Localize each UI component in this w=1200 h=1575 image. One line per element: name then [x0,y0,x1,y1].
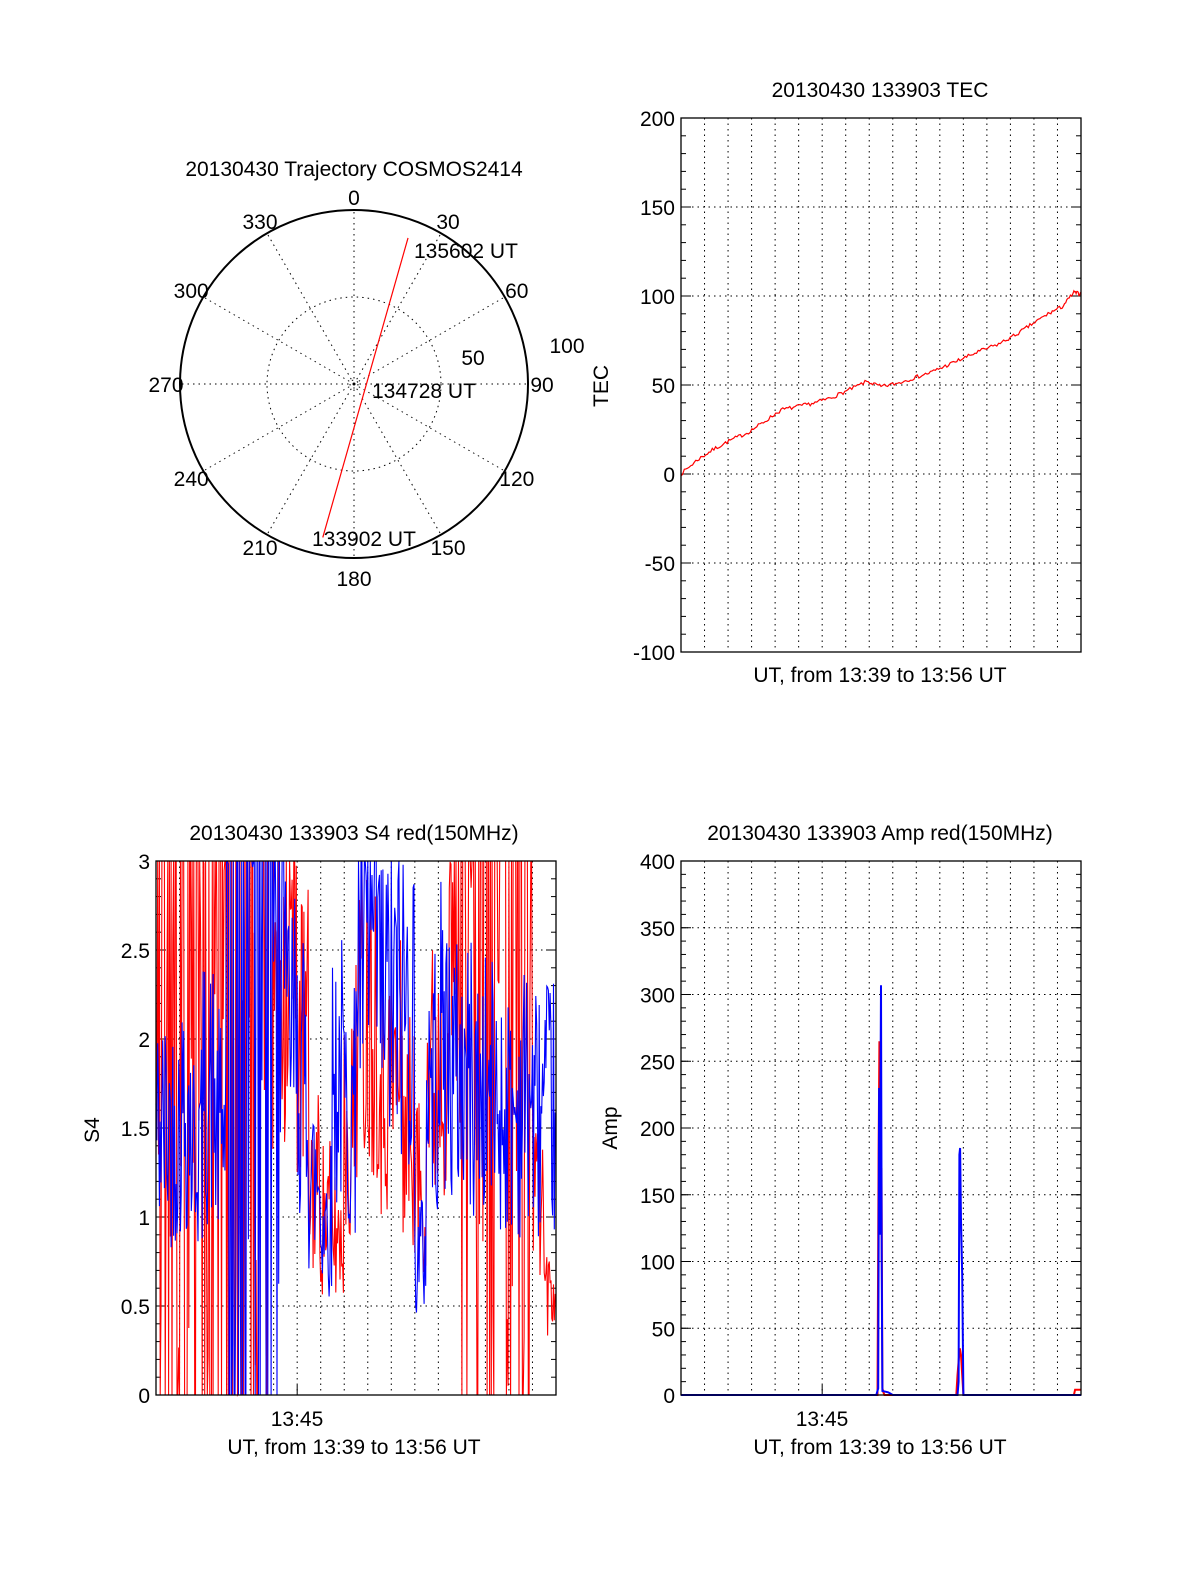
y-tick-label: 2.5 [121,940,150,963]
azimuth-label-210: 210 [242,537,277,560]
y-tick-label: 100 [640,1252,675,1275]
y-tick-label: 350 [640,918,675,941]
y-tick-label: 0 [663,464,675,487]
amp-blue-line [681,985,1081,1396]
y-tick-label: 250 [640,1051,675,1074]
tec-plot: 20130430 133903 TEC UT, from 13:39 to 13… [590,79,1082,687]
s4-plot: 20130430 133903 S4 red(150MHz) 13:45 UT,… [81,822,557,1459]
y-tick-label: 0.5 [121,1296,150,1319]
y-tick-label: -100 [633,642,675,665]
s4-ylabel: S4 [81,1117,104,1143]
azimuth-grid-line [353,296,505,385]
polar-outer-circle [179,209,529,559]
trajectory-line [322,237,409,538]
azimuth-label-330: 330 [242,211,277,234]
azimuth-grid-line [266,383,355,535]
azimuth-label-270: 270 [148,374,183,397]
y-tick-label: 50 [652,1318,675,1341]
plot-frame [680,117,1082,653]
y-tick-label: 0 [663,1385,675,1408]
azimuth-label-60: 60 [505,280,528,303]
y-tick-label: 1.5 [121,1118,150,1141]
y-tick-label: -50 [645,553,675,576]
s4-title: 20130430 133903 S4 red(150MHz) [189,822,518,845]
azimuth-grid-line [353,383,442,535]
amp-xtick-label: 13:45 [796,1408,849,1431]
azimuth-label-30: 30 [436,211,459,234]
y-tick-label: 3 [138,851,150,874]
tec-series-line [680,289,1082,477]
y-tick-label: 1 [138,1207,150,1230]
annotation-mid-time: 134728 UT [372,380,476,403]
annotation-end-time: 135602 UT [414,240,518,263]
y-tick-label: 400 [640,851,675,874]
amp-plot: 20130430 133903 Amp red(150MHz) 13:45 UT… [599,822,1082,1459]
azimuth-label-0: 0 [348,187,360,210]
azimuth-label-90: 90 [530,374,553,397]
y-tick-label: 200 [640,108,675,131]
y-tick-label: 100 [640,286,675,309]
amp-ylabel: Amp [599,1106,622,1149]
y-tick-label: 200 [640,1118,675,1141]
tec-xlabel: UT, from 13:39 to 13:56 UT [753,664,1006,687]
amp-title: 20130430 133903 Amp red(150MHz) [707,822,1053,845]
s4-xlabel: UT, from 13:39 to 13:56 UT [227,1436,480,1459]
annotation-start-time: 133902 UT [312,528,416,551]
azimuth-grid-line [353,383,505,472]
azimuth-label-240: 240 [174,468,209,491]
s4-blue-line [155,860,556,1396]
y-tick-label: 150 [640,1185,675,1208]
y-tick-label: 0 [138,1385,150,1408]
azimuth-label-150: 150 [430,537,465,560]
azimuth-label-120: 120 [499,468,534,491]
amp-xlabel: UT, from 13:39 to 13:56 UT [753,1436,1006,1459]
plot-frame [155,860,557,1396]
center-marker [349,379,359,389]
y-tick-label: 50 [652,375,675,398]
azimuth-label-300: 300 [174,280,209,303]
azimuth-label-180: 180 [336,568,371,591]
plot-frame [680,860,1082,1396]
polar-title: 20130430 Trajectory COSMOS2414 [185,158,523,181]
radial-label-50: 50 [461,347,484,370]
azimuth-grid-line [353,233,442,385]
s4-xtick-label: 13:45 [271,1408,324,1431]
tec-ylabel: TEC [590,365,613,407]
azimuth-grid-line [203,383,355,472]
y-tick-label: 300 [640,985,675,1008]
trajectory-polar-plot: 20130430 Trajectory COSMOS2414 0 30 60 90 12… [148,158,584,591]
s4-series-blue [155,860,556,1396]
radial-grid-circle [266,296,442,472]
y-tick-label: 150 [640,197,675,220]
radial-label-100: 100 [549,335,584,358]
azimuth-grid-line [266,233,355,385]
y-tick-label: 2 [138,1029,150,1052]
azimuth-grid-line [203,296,355,385]
tec-title: 20130430 133903 TEC [772,79,989,102]
